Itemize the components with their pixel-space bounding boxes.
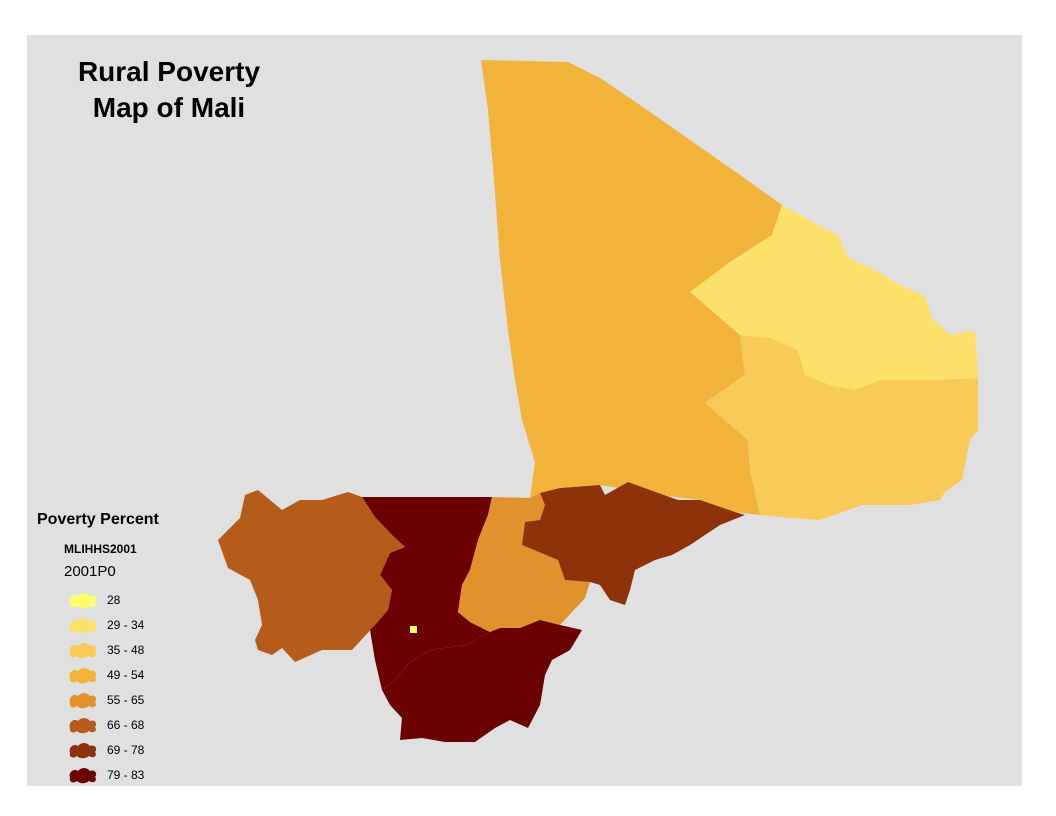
legend-item: 55 - 65 <box>68 687 144 712</box>
legend-swatch <box>69 592 97 608</box>
map-title: Rural Poverty Map of Mali <box>38 54 300 126</box>
region-gao[interactable] <box>705 335 978 520</box>
region-bamako[interactable] <box>410 626 417 633</box>
legend-swatch <box>69 642 97 658</box>
legend-title: Poverty Percent <box>37 511 159 528</box>
legend-swatch <box>69 767 97 783</box>
region-kidal[interactable] <box>690 205 978 390</box>
region-kayes[interactable] <box>218 490 405 662</box>
legend-swatch <box>69 717 97 733</box>
legend-label: 49 - 54 <box>107 667 145 682</box>
region-koulikoro[interactable] <box>362 497 492 690</box>
region-sikasso[interactable] <box>382 620 582 742</box>
region-mopti[interactable] <box>522 482 745 605</box>
legend-item: 49 - 54 <box>68 662 144 687</box>
region-tombouctou[interactable] <box>481 60 782 515</box>
legend-item: 28 <box>68 587 144 612</box>
legend-label: 29 - 34 <box>107 617 145 632</box>
legend-label: 28 <box>107 592 121 607</box>
legend-label: 66 - 68 <box>107 717 145 732</box>
legend-layer-name: MLIHHS2001 <box>64 542 137 556</box>
region-segou[interactable] <box>458 493 590 632</box>
legend-label: 35 - 48 <box>107 642 145 657</box>
legend-label: 79 - 83 <box>107 767 145 782</box>
legend-item: 29 - 34 <box>68 612 144 637</box>
legend-swatch <box>69 667 97 683</box>
legend-list: 28 29 - 34 35 - 48 49 - 54 55 - 65 66 - … <box>68 587 144 787</box>
legend-item: 35 - 48 <box>68 637 144 662</box>
legend-label: 55 - 65 <box>107 692 145 707</box>
legend-item: 66 - 68 <box>68 712 144 737</box>
legend-field-name: 2001P0 <box>64 563 116 580</box>
legend-item: 79 - 83 <box>68 762 144 787</box>
title-line-1: Rural Poverty <box>77 56 261 87</box>
legend-label: 69 - 78 <box>107 742 145 757</box>
title-line-2: Map of Mali <box>92 92 246 123</box>
legend-swatch <box>69 617 97 633</box>
legend-item: 69 - 78 <box>68 737 144 762</box>
legend-swatch <box>69 742 97 758</box>
legend-swatch <box>69 692 97 708</box>
